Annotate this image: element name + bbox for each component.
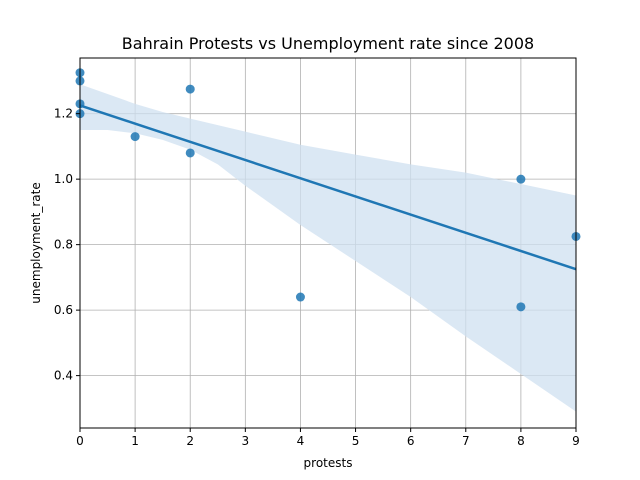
y-axis-ticks: 0.4 0.6 0.8 1.0 1.2 <box>54 107 80 383</box>
y-tick-label: 0.4 <box>54 369 73 383</box>
data-point <box>516 174 526 184</box>
x-tick-label: 1 <box>131 434 139 448</box>
x-tick-label: 3 <box>242 434 250 448</box>
data-point <box>516 302 526 312</box>
chart-title: Bahrain Protests vs Unemployment rate si… <box>122 34 534 53</box>
data-point <box>185 84 195 94</box>
x-tick-label: 8 <box>517 434 525 448</box>
x-axis-label: protests <box>304 456 353 470</box>
y-axis-label: unemployment_rate <box>29 182 43 303</box>
confidence-band <box>80 84 576 412</box>
y-tick-label: 1.2 <box>54 107 73 121</box>
y-tick-label: 0.6 <box>54 303 73 317</box>
y-tick-label: 1.0 <box>54 172 73 186</box>
plot-frame <box>79 57 577 429</box>
data-point <box>185 148 195 158</box>
x-tick-label: 6 <box>407 434 415 448</box>
data-point <box>130 132 140 142</box>
x-tick-label: 0 <box>76 434 84 448</box>
x-tick-label: 9 <box>572 434 580 448</box>
x-tick-label: 7 <box>462 434 470 448</box>
regression-line <box>79 104 577 271</box>
x-tick-label: 5 <box>352 434 360 448</box>
y-tick-label: 0.8 <box>54 238 73 252</box>
x-tick-label: 2 <box>186 434 194 448</box>
data-point <box>295 292 305 302</box>
x-axis-ticks: 0 1 2 3 4 5 6 7 8 9 <box>76 428 580 448</box>
x-tick-label: 4 <box>297 434 305 448</box>
